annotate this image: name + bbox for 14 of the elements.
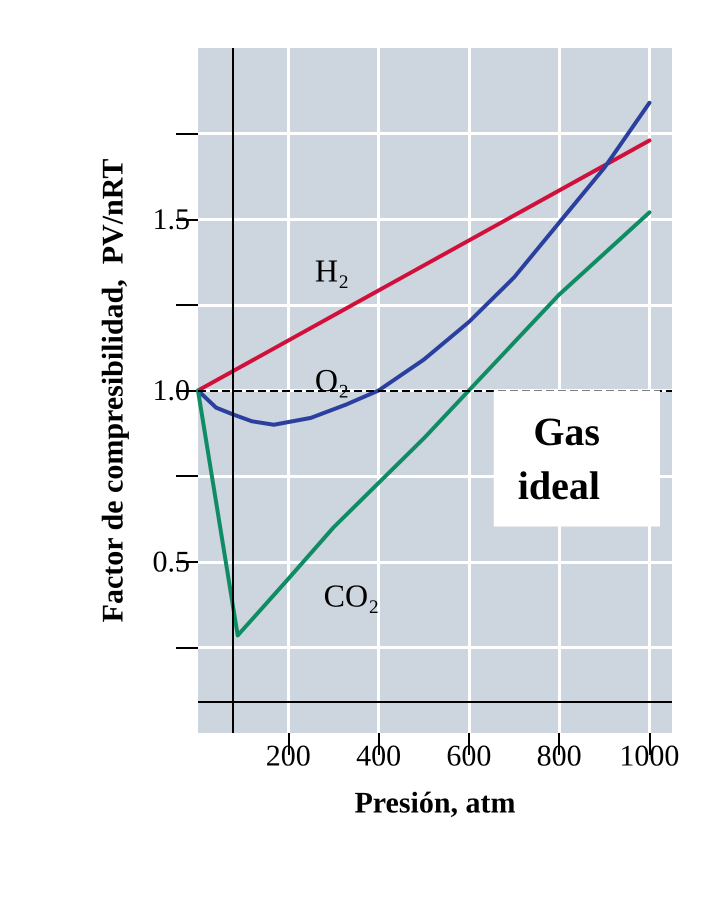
x-tick-label: 1000 <box>619 740 680 772</box>
x-tick-label: 400 <box>356 740 402 772</box>
x-tick-label: 200 <box>266 740 311 772</box>
line-series <box>196 210 652 638</box>
series-label: H₂ <box>314 252 350 288</box>
y-axis-title: Factor de compresibilidad, PV/nRT <box>96 158 130 622</box>
x-tick-label: 800 <box>536 740 582 772</box>
y-tick-label: 1.5 <box>152 202 190 236</box>
y-tick-label: 0.5 <box>152 545 190 578</box>
ref-line-label: Gas ideal <box>518 409 600 508</box>
series-label: CO₂ <box>324 578 380 614</box>
x-tick-label: 600 <box>446 740 492 772</box>
x-axis-title: Presión, atm <box>354 786 516 820</box>
series-label: O₂ <box>314 362 350 398</box>
